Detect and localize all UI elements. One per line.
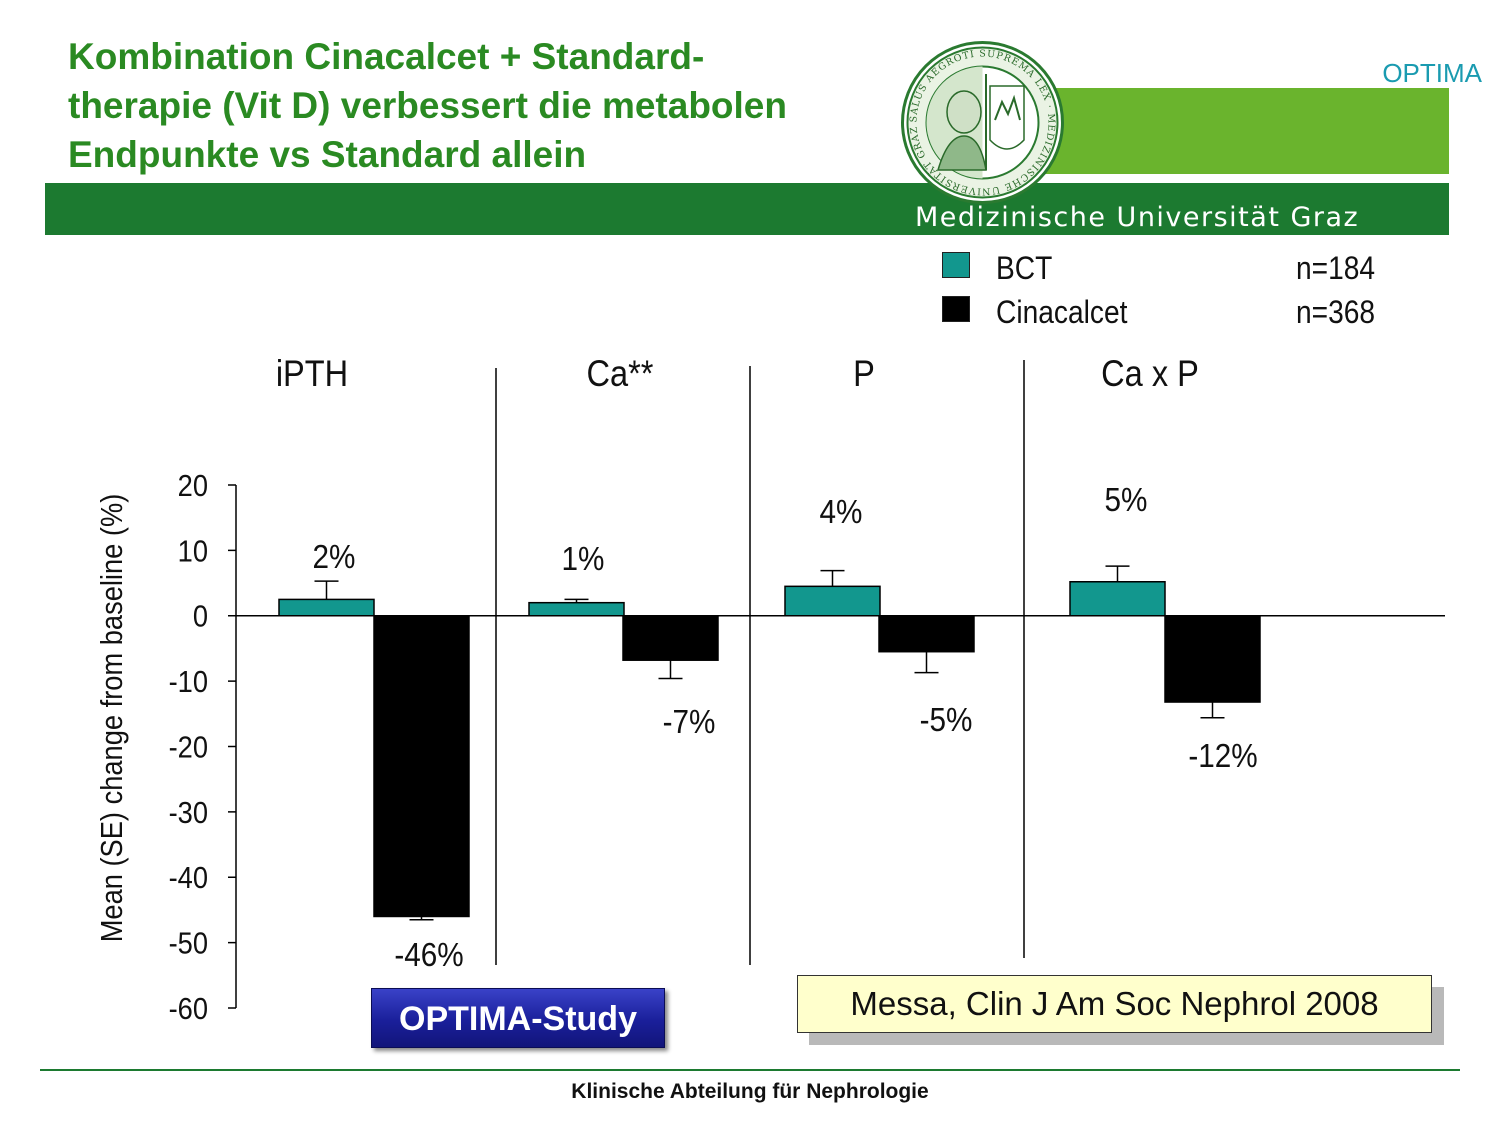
category-header: Ca x P [1101,353,1199,394]
legend-n-cinacalcet: n=368 [1296,294,1376,330]
bar-bct [1069,581,1166,617]
reference-box: Messa, Clin J Am Soc Nephrol 2008 [797,975,1432,1033]
university-name: Medizinische Universität Graz [915,202,1360,233]
bar-cinacalcet [878,615,975,653]
bar-bct [528,601,625,617]
y-tick-label: -50 [169,927,208,961]
y-tick-label: -60 [169,992,208,1026]
data-label: 2% [313,539,356,576]
bar-cinacalcet [1164,615,1261,703]
footer-divider [40,1069,1460,1071]
title-line-1: Kombination Cinacalcet + Standard- [68,36,705,77]
legend-swatch-bct [942,252,970,278]
bar-cinacalcet [622,615,719,661]
legend-label-cinacalcet: Cinacalcet [996,294,1128,330]
brand-label: OPTIMA [1382,58,1482,88]
legend-n-bct: n=184 [1296,250,1376,286]
category-header: Ca** [587,353,654,394]
header-band-dark [45,183,1449,235]
data-label: -5% [920,702,973,739]
title-line-3: Endpunkte vs Standard allein [68,134,587,175]
slide-title: Kombination Cinacalcet + Standard- thera… [68,32,908,179]
category-header: P [853,353,875,394]
data-label: -46% [394,937,463,974]
footer-text: Klinische Abteilung für Nephrologie [571,1080,929,1103]
y-tick-label: -10 [169,666,208,700]
data-label: 4% [820,494,863,531]
y-tick-label: -20 [169,731,208,765]
data-label: 1% [562,541,605,578]
data-label: 5% [1105,482,1148,519]
bar-cinacalcet [373,615,470,918]
y-tick-label: -40 [169,862,208,896]
legend-label-bct: BCT [996,250,1053,286]
y-axis-label: Mean (SE) change from baseline (%) [95,494,129,943]
university-seal-logo: SALUS AEGROTI SUPREMA LEX · MEDIZINISCHE… [901,41,1064,204]
y-tick-label: 0 [193,600,208,634]
y-tick-label: 20 [178,469,208,503]
optima-study-button[interactable]: OPTIMA-Study [371,988,665,1048]
title-line-2: therapie (Vit D) verbessert die metabole… [68,85,787,126]
data-label: -12% [1188,738,1257,775]
bar-bct [278,598,375,617]
data-label: -7% [663,704,716,741]
y-tick-label: -30 [169,796,208,830]
bar-bct [784,585,881,617]
legend-swatch-cinacalcet [942,296,970,322]
category-header: iPTH [276,353,348,394]
y-tick-label: 10 [178,535,208,569]
